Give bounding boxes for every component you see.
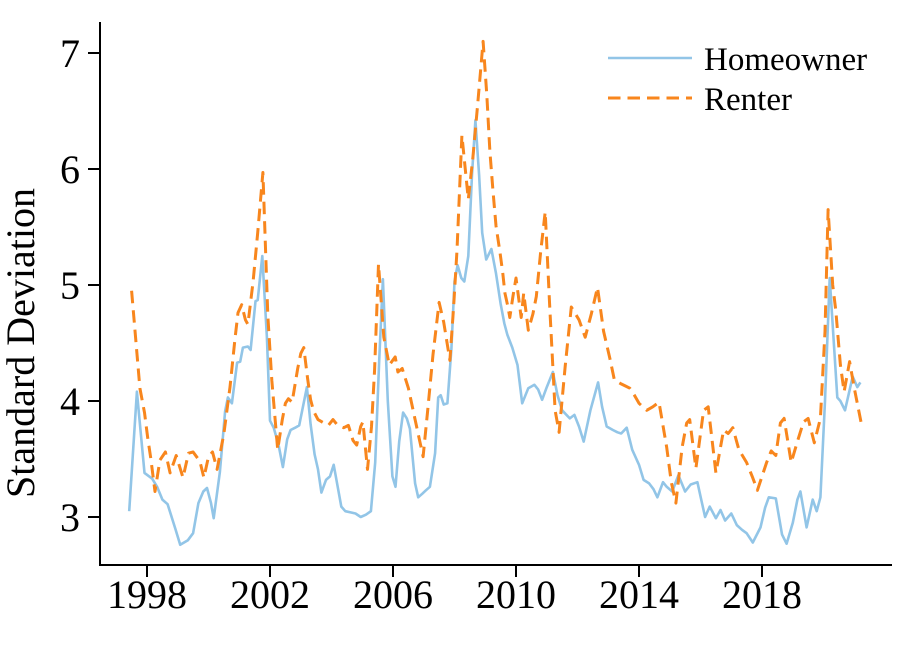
renter-legend-label: Renter <box>704 82 792 118</box>
x-axis-ticks: 1998 2002 2006 2010 2014 2018 <box>107 565 802 617</box>
homeowner-legend-label: Homeowner <box>704 42 867 78</box>
y-tick-label: 4 <box>60 379 80 424</box>
x-tick-label: 2006 <box>353 572 433 617</box>
homeowner-line <box>127 119 862 547</box>
y-tick-label: 5 <box>60 263 80 308</box>
y-tick-label: 7 <box>60 31 80 76</box>
y-axis-label: Standard Deviation <box>0 188 43 498</box>
renter-line <box>130 39 864 505</box>
plot-lines <box>127 39 864 547</box>
y-tick-label: 3 <box>60 495 80 540</box>
x-tick-label: 2010 <box>476 572 556 617</box>
x-tick-label: 2014 <box>599 572 679 617</box>
axes: 3 4 5 6 7 1998 2002 2006 2010 2014 2018 Standard … <box>0 22 892 617</box>
y-axis-ticks: 3 4 5 6 7 <box>60 31 100 540</box>
x-tick-label: 2018 <box>722 572 802 617</box>
legend: Homeowner Renter <box>608 42 867 118</box>
x-tick-label: 2002 <box>230 572 310 617</box>
x-tick-label: 1998 <box>107 572 187 617</box>
y-tick-label: 6 <box>60 147 80 192</box>
